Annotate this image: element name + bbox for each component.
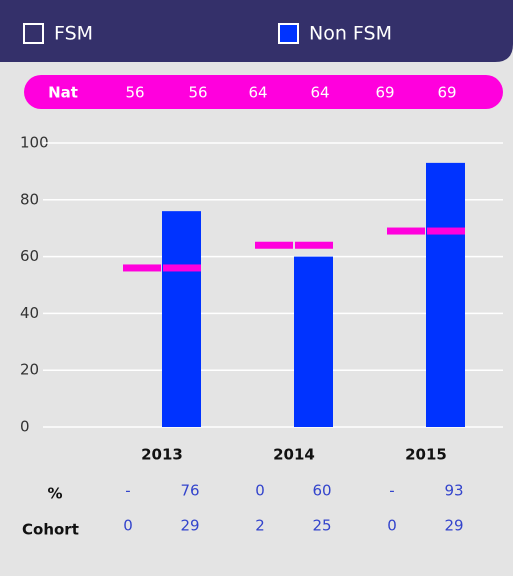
legend-header [0,0,513,62]
legend-swatch [278,23,299,44]
national-pill [24,75,503,109]
y-tick-label: 40 [20,304,39,322]
bar [162,211,201,427]
percent-value: 76 [180,482,199,500]
legend-swatch [23,23,44,44]
national-marker [163,264,201,272]
y-tick-label: 100 [20,134,49,152]
legend-label: FSM [54,23,93,45]
cohort-value: 29 [180,517,199,535]
percent-value: 60 [312,482,331,500]
national-label: Nat [48,84,78,102]
national-marker [387,227,425,235]
percent-value: - [389,482,394,500]
national-value: 56 [188,84,207,102]
bar [294,256,333,427]
y-tick-label: 80 [20,190,39,208]
national-marker [427,227,465,235]
national-value: 69 [375,84,394,102]
x-tick-label: 2015 [405,446,447,464]
cohort-value: 0 [123,517,133,535]
bar [426,162,465,427]
percent-value: 93 [444,482,463,500]
national-value: 69 [437,84,456,102]
cohort-value: 25 [312,517,331,535]
row-label: Cohort [22,521,79,539]
x-tick-label: 2013 [141,446,183,464]
percent-value: 0 [255,482,265,500]
national-marker [295,241,333,249]
percent-value: - [125,482,130,500]
national-marker [123,264,161,272]
national-value: 56 [125,84,144,102]
y-tick-label: 0 [20,418,30,436]
y-tick-label: 20 [20,361,39,379]
cohort-value: 29 [444,517,463,535]
national-marker [255,241,293,249]
national-value: 64 [310,84,329,102]
cohort-value: 0 [387,517,397,535]
row-label: % [47,485,62,503]
y-tick-label: 60 [20,247,39,265]
national-value: 64 [248,84,267,102]
legend-label: Non FSM [309,23,392,45]
cohort-value: 2 [255,517,265,535]
x-tick-label: 2014 [273,446,315,464]
